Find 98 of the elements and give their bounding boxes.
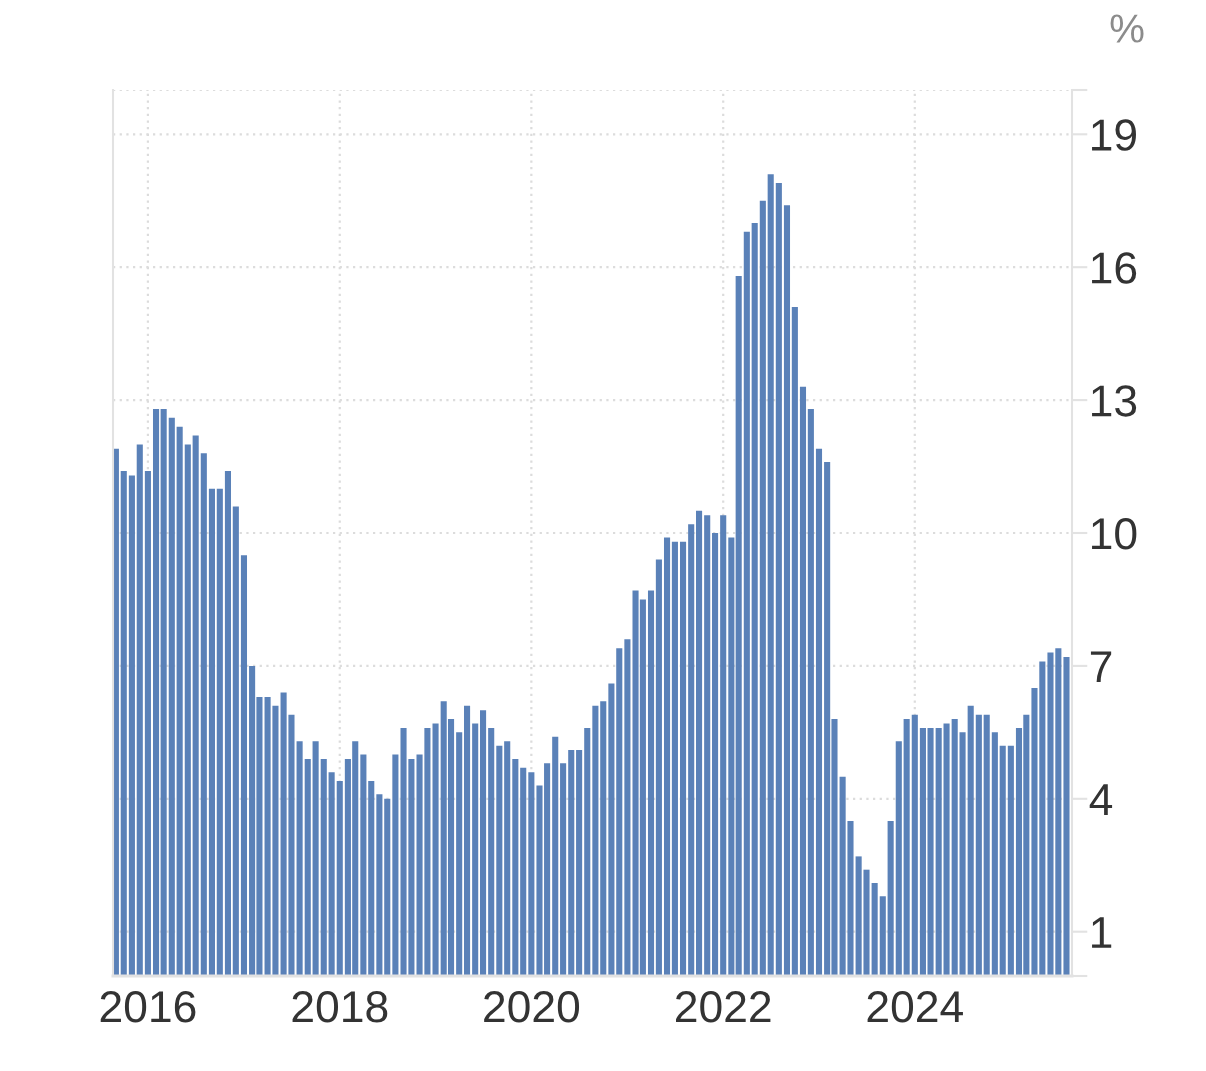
bar xyxy=(224,470,232,976)
bar xyxy=(168,417,175,976)
bar xyxy=(799,386,807,976)
x-tick-label: 2016 xyxy=(100,991,196,1023)
bar xyxy=(895,741,902,976)
bar xyxy=(232,506,239,976)
bar xyxy=(384,798,391,976)
bar xyxy=(655,559,662,976)
bar xyxy=(815,448,823,976)
bar xyxy=(496,745,503,976)
bar xyxy=(704,515,711,976)
y-tick-label: 19 xyxy=(1092,119,1136,151)
bar xyxy=(328,772,335,976)
bar xyxy=(608,683,615,976)
bar xyxy=(216,488,223,976)
x-tick-label: 2022 xyxy=(676,991,771,1023)
bar xyxy=(136,444,143,976)
bar xyxy=(1007,745,1014,976)
bar xyxy=(528,772,535,976)
bar xyxy=(647,590,655,976)
bar xyxy=(552,736,559,976)
bar xyxy=(879,896,886,976)
bar xyxy=(951,719,958,976)
bar xyxy=(584,727,591,976)
bar xyxy=(592,705,599,976)
bar xyxy=(576,750,583,976)
bar xyxy=(200,453,207,976)
bar xyxy=(392,754,399,976)
bar xyxy=(240,555,248,976)
y-tick-label: 7 xyxy=(1090,651,1112,682)
bar xyxy=(903,719,910,976)
bar xyxy=(128,475,135,976)
bar xyxy=(871,882,878,976)
bar xyxy=(679,541,687,976)
bar xyxy=(480,710,487,976)
bar xyxy=(791,307,798,976)
bar xyxy=(975,714,982,976)
bar xyxy=(488,727,495,976)
bar xyxy=(696,510,703,976)
bar xyxy=(304,758,311,976)
bar xyxy=(807,408,814,976)
bar xyxy=(775,183,782,976)
bar xyxy=(152,408,160,976)
bar xyxy=(504,741,511,976)
bar xyxy=(911,714,918,976)
x-tick-label: 2018 xyxy=(292,991,388,1023)
bar xyxy=(208,488,215,976)
y-tick-label: 13 xyxy=(1092,385,1137,417)
bar xyxy=(368,781,375,976)
bar xyxy=(671,541,678,976)
y-tick-label: 16 xyxy=(1092,252,1137,284)
bar xyxy=(464,705,471,976)
bar xyxy=(376,794,383,976)
bar xyxy=(743,231,750,976)
bar xyxy=(967,705,974,976)
y-tick-label: 10 xyxy=(1092,518,1137,550)
bar xyxy=(616,648,623,976)
y-tick-label: 1 xyxy=(1092,917,1112,948)
bar xyxy=(184,444,191,976)
bar xyxy=(520,767,527,976)
bar xyxy=(160,408,167,976)
bar xyxy=(1063,657,1070,976)
bar xyxy=(999,745,1006,976)
y-axis-title: % xyxy=(1110,14,1144,43)
bar xyxy=(735,276,742,976)
bar xyxy=(728,537,735,976)
bar xyxy=(991,732,998,976)
bar xyxy=(120,470,127,976)
bar xyxy=(456,732,463,976)
bar xyxy=(432,723,439,976)
bar xyxy=(512,758,519,976)
bar xyxy=(312,741,319,976)
bar xyxy=(320,758,327,976)
bar xyxy=(624,639,631,976)
bar xyxy=(600,701,607,976)
bar xyxy=(983,714,990,976)
bar xyxy=(959,732,966,976)
bar xyxy=(712,533,719,976)
bar xyxy=(759,200,766,976)
bar xyxy=(568,750,575,976)
bar xyxy=(360,754,367,976)
bar xyxy=(688,524,695,976)
bar xyxy=(751,222,758,976)
bar xyxy=(336,781,343,976)
bar xyxy=(663,537,671,976)
x-tick-label: 2020 xyxy=(484,991,580,1023)
bar xyxy=(296,741,303,976)
bar xyxy=(720,515,727,976)
bar xyxy=(767,174,774,976)
bar xyxy=(144,470,151,976)
bar xyxy=(176,426,183,976)
bar xyxy=(887,820,894,976)
bar xyxy=(560,763,567,976)
x-tick-label: 2024 xyxy=(867,991,963,1023)
bar xyxy=(472,723,479,976)
y-tick-label: 4 xyxy=(1089,784,1113,815)
bar xyxy=(783,205,791,976)
bar xyxy=(192,435,199,976)
